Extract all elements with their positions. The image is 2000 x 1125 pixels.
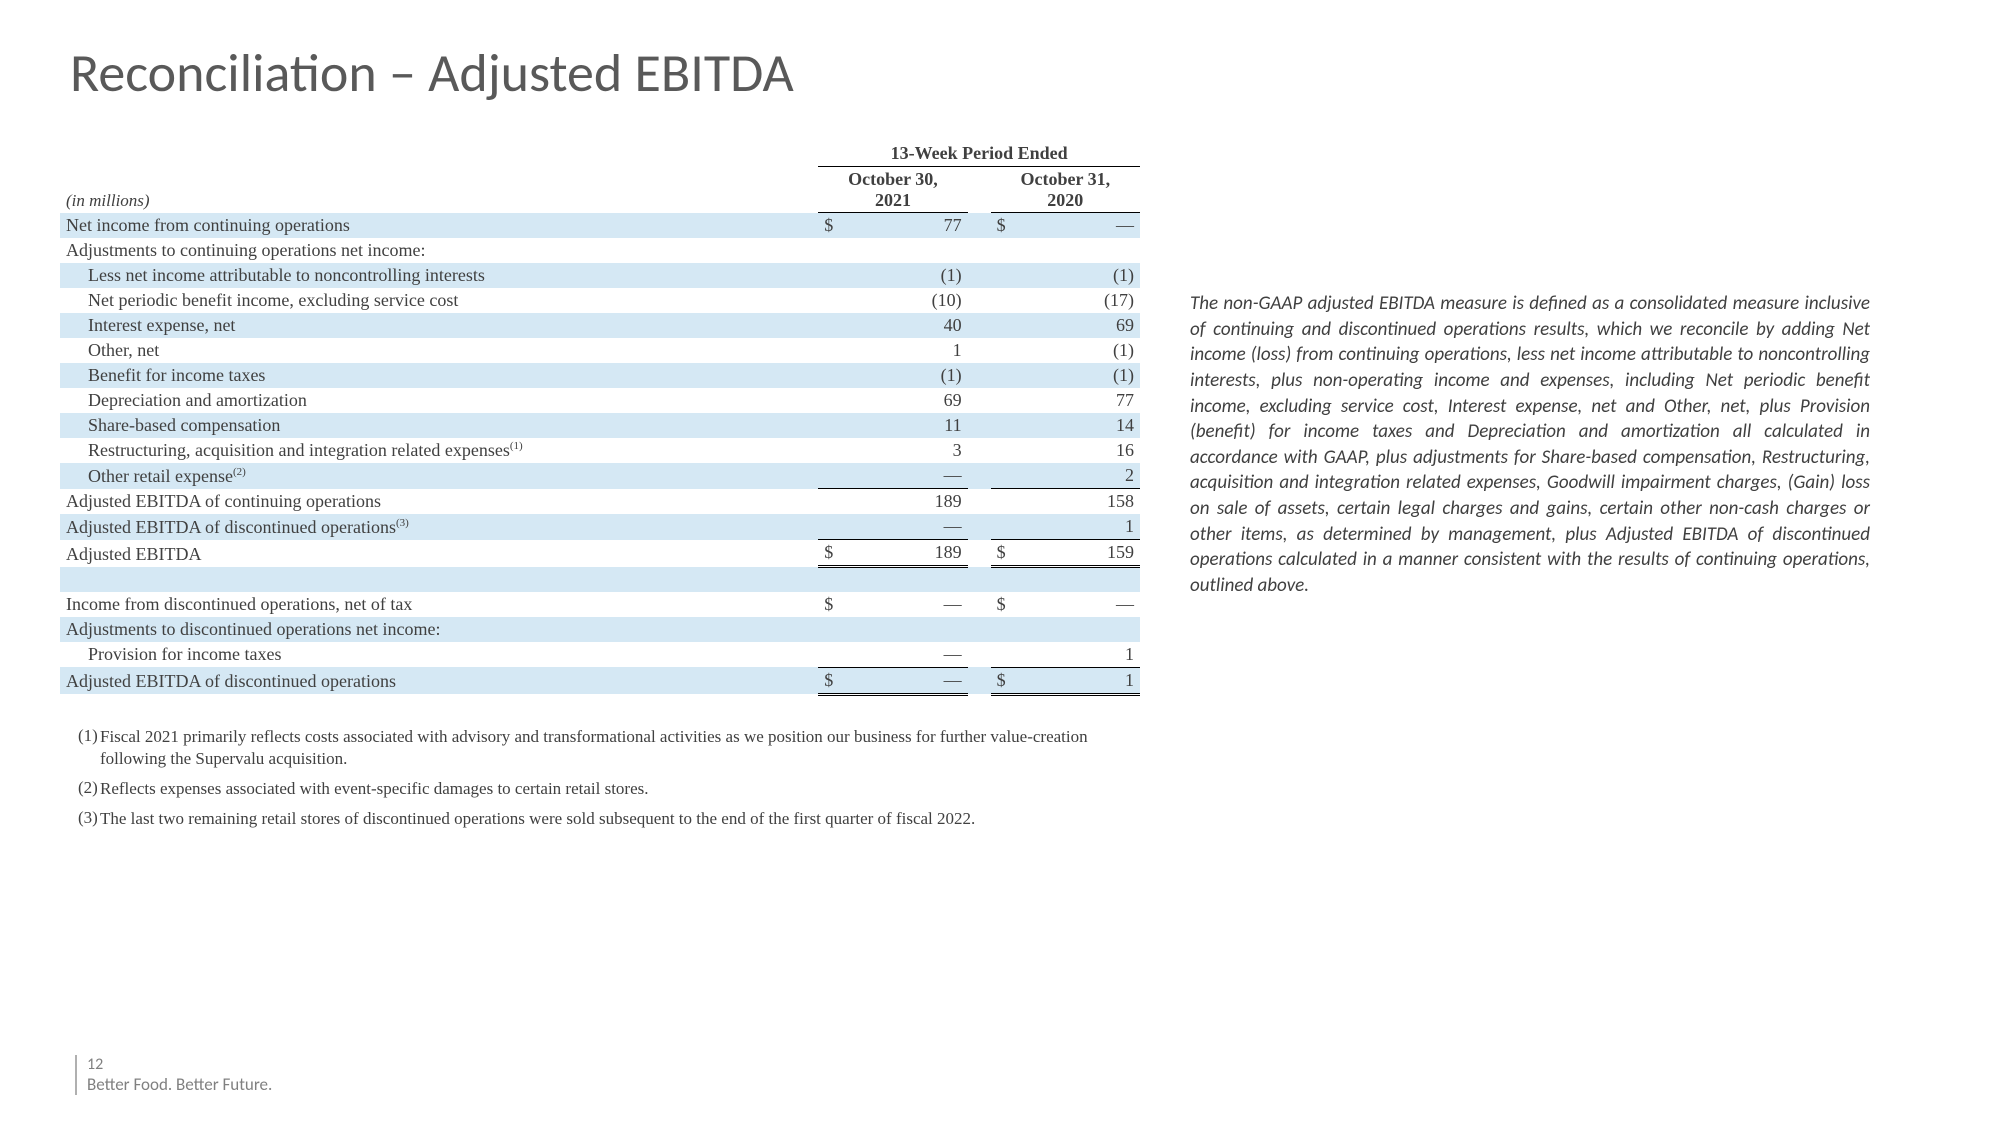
table-row: Restructuring, acquisition and integrati…	[60, 438, 1140, 463]
period-header: 13-Week Period Ended	[818, 141, 1140, 167]
table-row: Adjusted EBITDA $189 $159	[60, 540, 1140, 567]
table-row: Depreciation and amortization 69 77	[60, 388, 1140, 413]
table-row: Benefit for income taxes (1) (1)	[60, 363, 1140, 388]
table-row: Adjusted EBITDA of continuing operations…	[60, 489, 1140, 515]
footnote: (2) Reflects expenses associated with ev…	[60, 778, 1140, 800]
column-date-2: October 31,2020	[991, 167, 1140, 213]
page-title: Reconciliation – Adjusted EBITDA	[70, 40, 1940, 106]
definition-paragraph: The non-GAAP adjusted EBITDA measure is …	[1190, 141, 1870, 838]
table-row: Adjustments to discontinued operations n…	[60, 617, 1140, 642]
column-date-1: October 30,2021	[818, 167, 967, 213]
footnote: (1) Fiscal 2021 primarily reflects costs…	[60, 726, 1140, 770]
footer-tagline: Better Food. Better Future.	[87, 1074, 272, 1095]
reconciliation-table-section: 13-Week Period Ended (in millions) Octob…	[60, 141, 1140, 838]
table-row: Net income from continuing operations $7…	[60, 213, 1140, 239]
table-row: Adjusted EBITDA of discontinued operatio…	[60, 667, 1140, 694]
table-row: Share-based compensation 11 14	[60, 413, 1140, 438]
units-label: (in millions)	[60, 167, 795, 213]
footnote: (3) The last two remaining retail stores…	[60, 808, 1140, 830]
reconciliation-table: 13-Week Period Ended (in millions) Octob…	[60, 141, 1140, 696]
page-number: 12	[87, 1055, 272, 1074]
table-row	[60, 567, 1140, 592]
table-row: Provision for income taxes — 1	[60, 642, 1140, 668]
table-row: Adjusted EBITDA of discontinued operatio…	[60, 514, 1140, 540]
table-row: Adjustments to continuing operations net…	[60, 238, 1140, 263]
table-row: Other, net 1 (1)	[60, 338, 1140, 363]
footnotes: (1) Fiscal 2021 primarily reflects costs…	[60, 726, 1140, 830]
table-row: Net periodic benefit income, excluding s…	[60, 288, 1140, 313]
table-row: Less net income attributable to noncontr…	[60, 263, 1140, 288]
footer: 12 Better Food. Better Future.	[75, 1055, 272, 1095]
table-row: Income from discontinued operations, net…	[60, 592, 1140, 617]
table-row: Other retail expense(2) — 2	[60, 463, 1140, 489]
table-row: Interest expense, net 40 69	[60, 313, 1140, 338]
